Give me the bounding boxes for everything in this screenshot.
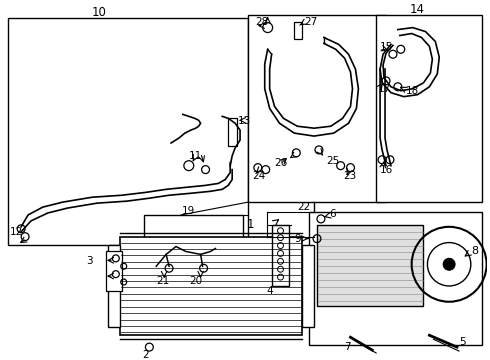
Text: 19: 19 <box>182 206 196 216</box>
Text: 28: 28 <box>255 17 268 27</box>
Text: 1: 1 <box>246 218 254 231</box>
Circle shape <box>443 258 455 270</box>
Bar <box>302 244 314 327</box>
Bar <box>108 244 120 327</box>
Text: 26: 26 <box>274 158 288 168</box>
Text: 15: 15 <box>380 42 393 52</box>
Bar <box>376 15 482 202</box>
Bar <box>8 18 248 244</box>
Text: 4: 4 <box>267 286 273 296</box>
Text: 16: 16 <box>380 165 393 175</box>
Text: 27: 27 <box>304 17 318 27</box>
Text: 11: 11 <box>189 151 202 161</box>
Text: 18: 18 <box>406 86 419 96</box>
Text: 7: 7 <box>343 342 350 352</box>
Bar <box>294 22 302 40</box>
Text: 20: 20 <box>189 276 202 286</box>
Text: 10: 10 <box>92 6 107 19</box>
Text: 3: 3 <box>86 256 93 266</box>
Bar <box>317 225 423 306</box>
Bar <box>145 215 243 286</box>
Bar <box>248 15 386 202</box>
Bar <box>106 251 122 291</box>
Text: 23: 23 <box>343 171 357 180</box>
Text: 8: 8 <box>471 247 478 256</box>
Bar <box>309 212 482 345</box>
Text: 5: 5 <box>459 337 466 347</box>
Bar <box>271 225 290 286</box>
Text: 9: 9 <box>294 234 301 244</box>
Text: 22: 22 <box>297 202 311 212</box>
Text: 25: 25 <box>326 156 339 166</box>
Text: 2: 2 <box>143 350 149 360</box>
Bar <box>120 237 302 335</box>
Text: 24: 24 <box>252 171 265 180</box>
Text: 13: 13 <box>238 116 251 126</box>
Bar <box>228 118 237 146</box>
Text: 17: 17 <box>378 84 392 94</box>
Text: 12: 12 <box>9 227 23 237</box>
Text: 21: 21 <box>156 276 170 286</box>
Text: 14: 14 <box>410 3 425 16</box>
Text: 6: 6 <box>329 209 336 219</box>
